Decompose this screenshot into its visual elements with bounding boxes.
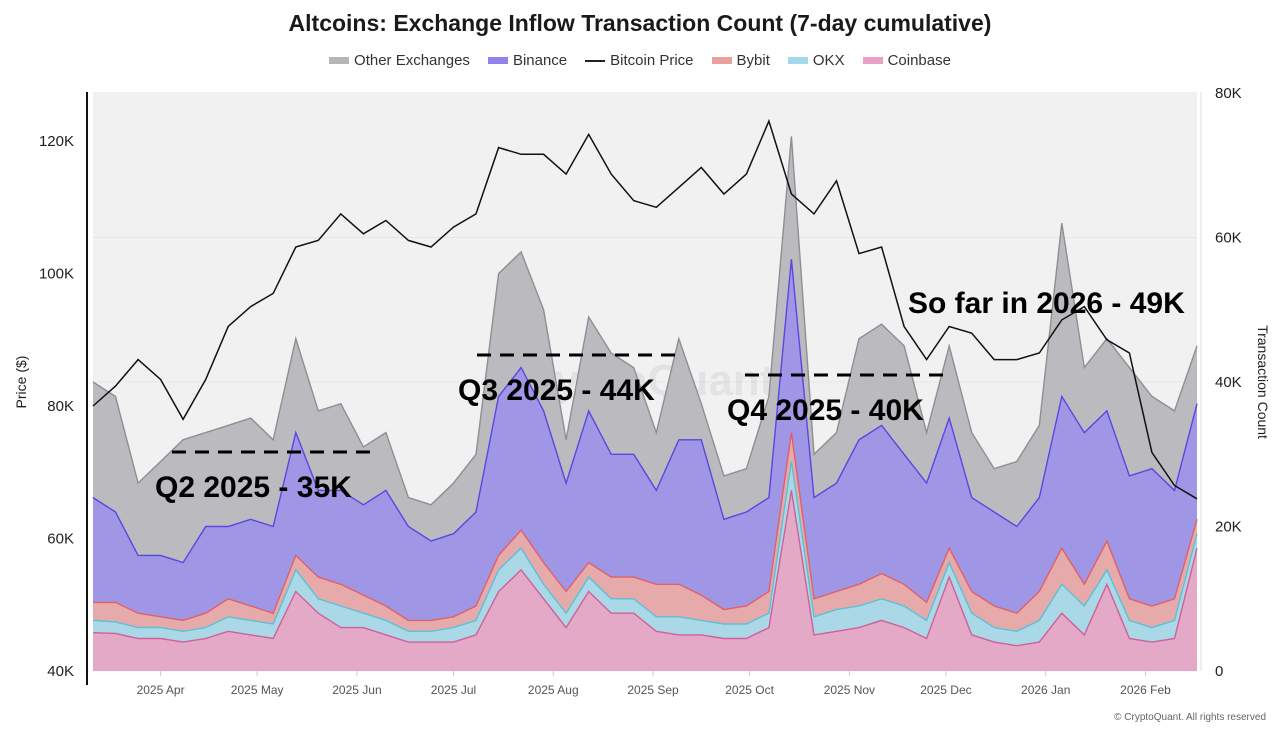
- annotation-label: Q3 2025 - 44K: [458, 374, 655, 407]
- legend-swatch: [711, 57, 732, 64]
- y-right-tick-label: 20K: [1215, 519, 1242, 536]
- legend-item-okx[interactable]: OKX: [787, 52, 845, 69]
- y-right-tick-label: 80K: [1215, 85, 1242, 102]
- legend-label: Bybit: [736, 52, 770, 69]
- x-tick-label: 2026 Jan: [1021, 683, 1070, 697]
- legend: Other Exchanges Binance Bitcoin Price Bybit…: [0, 52, 1280, 69]
- area-bybit: [93, 432, 1197, 671]
- y-left-axis-label: Price ($): [13, 356, 29, 409]
- x-tick-label: 2025 Jun: [332, 683, 381, 697]
- legend-label: Binance: [512, 52, 568, 69]
- line-other-exchanges: [92, 136, 1198, 506]
- x-tick-label: 2025 Apr: [137, 683, 185, 697]
- y-right-tick-label: 40K: [1215, 374, 1242, 391]
- y-left-tick-label: 80K: [47, 398, 74, 415]
- annotation-label: Q2 2025 - 35K: [155, 471, 352, 504]
- x-tick-label: 2025 Aug: [528, 683, 579, 697]
- area-coinbase: [93, 490, 1197, 671]
- line-binance: [92, 259, 1198, 564]
- legend-swatch: [487, 57, 508, 64]
- x-tick-label: 2025 Oct: [725, 683, 774, 697]
- copyright-footer: © CryptoQuant. All rights reserved: [1114, 712, 1266, 723]
- legend-swatch: [329, 57, 350, 64]
- legend-label: Other Exchanges: [354, 52, 470, 69]
- y-right-tick-label: 0: [1215, 663, 1223, 680]
- y-left-tick-label: 60K: [47, 531, 74, 548]
- y-right-axis-label: Transaction Count: [1255, 325, 1271, 439]
- line-okx: [92, 461, 1198, 633]
- legend-swatch: [585, 59, 606, 62]
- chart-title: Altcoins: Exchange Inflow Transaction Co…: [288, 10, 992, 36]
- y-left-tick-label: 40K: [47, 663, 74, 680]
- bitcoin-price-line: [92, 118, 1198, 500]
- area-binance: [93, 259, 1197, 671]
- area-okx: [93, 461, 1197, 671]
- legend-item-bitcoin-price[interactable]: Bitcoin Price: [585, 52, 694, 69]
- legend-swatch: [787, 57, 808, 64]
- x-tick-label: 2025 May: [231, 683, 284, 697]
- x-tick-label: 2025 Sep: [627, 683, 679, 697]
- y-right-tick-label: 60K: [1215, 230, 1242, 247]
- line-bybit: [93, 432, 1198, 622]
- x-tick-label: 2025 Dec: [920, 683, 971, 697]
- x-tick-label: 2025 Nov: [824, 683, 875, 697]
- legend-swatch: [862, 57, 883, 64]
- legend-item-binance[interactable]: Binance: [487, 52, 568, 69]
- y-left-tick-label: 100K: [39, 266, 74, 283]
- x-tick-label: 2025 Jul: [431, 683, 476, 697]
- legend-item-bybit[interactable]: Bybit: [711, 52, 770, 69]
- annotation-label: So far in 2026 - 49K: [908, 287, 1185, 320]
- legend-item-other-exchanges[interactable]: Other Exchanges: [329, 52, 470, 69]
- legend-label: Bitcoin Price: [610, 52, 694, 69]
- legend-label: OKX: [812, 52, 845, 69]
- legend-item-coinbase[interactable]: Coinbase: [862, 52, 951, 69]
- annotation-label: Q4 2025 - 40K: [727, 394, 924, 427]
- y-left-tick-label: 120K: [39, 133, 74, 150]
- x-tick-label: 2026 Feb: [1120, 683, 1171, 697]
- legend-label: Coinbase: [887, 52, 951, 69]
- line-coinbase: [92, 490, 1198, 647]
